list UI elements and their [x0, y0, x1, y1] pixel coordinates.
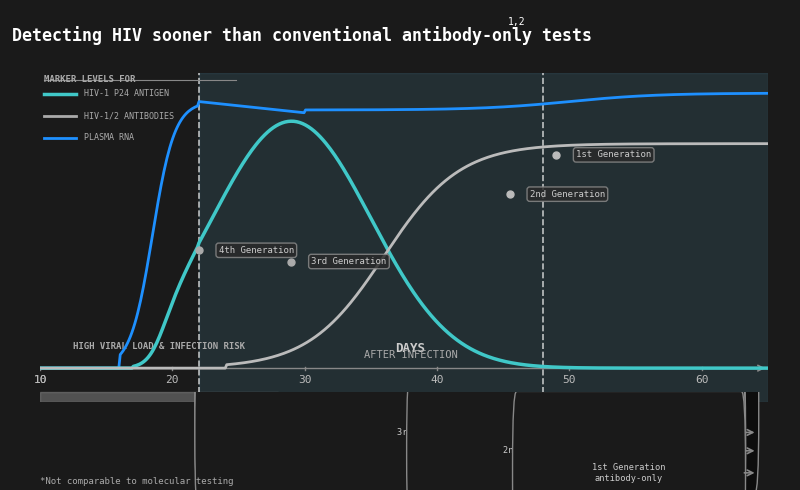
- Text: Detecting HIV sooner than conventional antibody-only tests: Detecting HIV sooner than conventional a…: [12, 25, 592, 45]
- FancyBboxPatch shape: [195, 352, 746, 490]
- Bar: [40, 392, 278, 402]
- Text: 1st Generation
antibody-only: 1st Generation antibody-only: [592, 463, 666, 483]
- Text: PLASMA RNA: PLASMA RNA: [84, 133, 134, 142]
- FancyBboxPatch shape: [406, 370, 746, 490]
- Text: DAYS: DAYS: [396, 342, 426, 355]
- Text: HIV-1/2 ANTIBODIES: HIV-1/2 ANTIBODIES: [84, 111, 174, 120]
- Text: 2nd Generation antibody-only: 2nd Generation antibody-only: [502, 446, 650, 455]
- Text: AFTER INFECTION: AFTER INFECTION: [364, 350, 458, 360]
- Text: 2nd Generation: 2nd Generation: [530, 190, 605, 198]
- Text: 60: 60: [695, 375, 709, 385]
- Text: 1,2: 1,2: [508, 17, 526, 27]
- Text: 30: 30: [298, 375, 311, 385]
- Text: *Not comparable to molecular testing: *Not comparable to molecular testing: [40, 477, 234, 486]
- Text: 10: 10: [34, 375, 46, 385]
- Bar: [199, 74, 768, 402]
- FancyBboxPatch shape: [513, 392, 746, 490]
- Text: 4th Generation: 4th Generation: [218, 246, 294, 255]
- Text: Determine™ Combo HIV-1 p24 Antigen + HIV-1/2 Antibodies on a single POC test str: Determine™ Combo HIV-1 p24 Antigen + HIV…: [259, 407, 694, 416]
- FancyBboxPatch shape: [195, 330, 758, 490]
- Text: 40: 40: [430, 375, 444, 385]
- Text: HIGH VIRAL LOAD & INFECTION RISK: HIGH VIRAL LOAD & INFECTION RISK: [73, 343, 245, 351]
- Text: 50: 50: [562, 375, 576, 385]
- Text: 3rd Generation antibody-only: 3rd Generation antibody-only: [397, 428, 544, 437]
- Text: 20: 20: [166, 375, 179, 385]
- Text: 1st Generation: 1st Generation: [576, 150, 651, 159]
- Text: HIV-1 P24 ANTIGEN: HIV-1 P24 ANTIGEN: [84, 89, 169, 98]
- Text: 3rd Generation: 3rd Generation: [311, 257, 386, 266]
- Text: MARKER LEVELS FOR: MARKER LEVELS FOR: [44, 75, 135, 84]
- Text: 10: 10: [34, 375, 46, 385]
